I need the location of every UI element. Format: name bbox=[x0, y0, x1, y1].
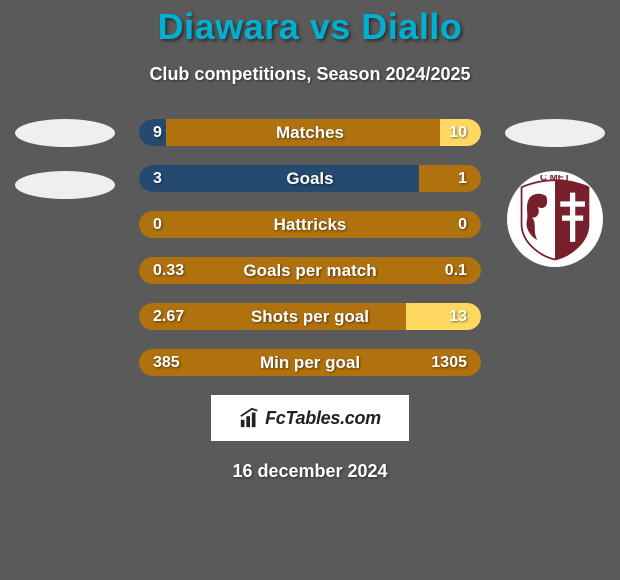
comparison-container: C MET 910Matches 31Goals 00Hattricks 0.330.… bbox=[0, 119, 620, 376]
subtitle: Club competitions, Season 2024/2025 bbox=[0, 64, 620, 85]
player-placeholder-ellipse bbox=[505, 119, 605, 147]
watermark-text: FcTables.com bbox=[265, 408, 381, 429]
club-badge-metz: C MET bbox=[507, 171, 603, 267]
stat-bar-row: 0.330.1Goals per match bbox=[139, 257, 481, 284]
bar-label: Matches bbox=[139, 119, 481, 146]
watermark: FcTables.com bbox=[211, 395, 409, 441]
chart-icon bbox=[239, 407, 261, 429]
stat-bar-row: 3851305Min per goal bbox=[139, 349, 481, 376]
bar-label: Min per goal bbox=[139, 349, 481, 376]
player-placeholder-ellipse bbox=[15, 171, 115, 199]
bar-label: Shots per goal bbox=[139, 303, 481, 330]
stat-bars: 910Matches 31Goals 00Hattricks 0.330.1Goals… bbox=[139, 119, 481, 376]
player-placeholder-ellipse bbox=[15, 119, 115, 147]
left-player-column bbox=[10, 119, 120, 223]
metz-badge-icon: C MET bbox=[511, 175, 599, 263]
page-title: Diawara vs Diallo bbox=[0, 0, 620, 48]
right-player-column: C MET bbox=[500, 119, 610, 267]
stat-bar-row: 2.6713Shots per goal bbox=[139, 303, 481, 330]
date-text: 16 december 2024 bbox=[0, 461, 620, 482]
bar-label: Hattricks bbox=[139, 211, 481, 238]
bar-label: Goals per match bbox=[139, 257, 481, 284]
stat-bar-row: 00Hattricks bbox=[139, 211, 481, 238]
svg-text:C MET: C MET bbox=[540, 175, 570, 183]
bar-label: Goals bbox=[139, 165, 481, 192]
stat-bar-row: 31Goals bbox=[139, 165, 481, 192]
stat-bar-row: 910Matches bbox=[139, 119, 481, 146]
